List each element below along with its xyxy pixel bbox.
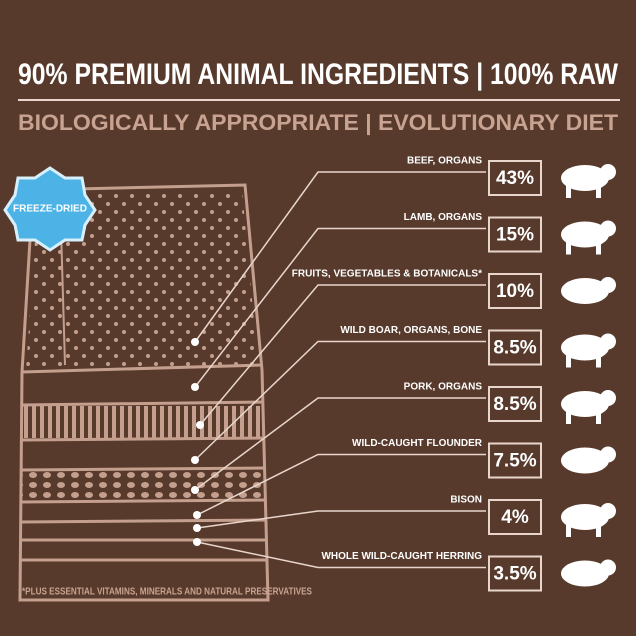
leader-dot [193, 538, 201, 546]
leader-dot [196, 421, 204, 429]
percent-value: 43% [496, 168, 534, 189]
percent-value: 3.5% [493, 564, 536, 585]
leader-dot [191, 338, 199, 346]
ingredient-label: LAMB, ORGANS [404, 212, 483, 223]
icon-body [561, 391, 609, 417]
icon-body [561, 334, 609, 361]
ingredient-row: WILD BOAR, ORGANS, BONE 8.5% [191, 325, 616, 464]
icon-head [600, 390, 616, 406]
icon-body [561, 504, 609, 530]
ingredient-row: BISON 4% [193, 495, 616, 537]
animal-icon [561, 446, 616, 474]
animal-icon [561, 390, 616, 424]
animal-icon [561, 503, 616, 537]
leader-line [194, 171, 486, 343]
leader-line [199, 284, 486, 426]
ingredient-label: PORK, ORGANS [404, 382, 483, 393]
icon-leg [596, 525, 601, 537]
percent-value: 10% [496, 281, 534, 302]
percent-value: 8.5% [493, 338, 536, 359]
ingredient-row: LAMB, ORGANS 15% [191, 212, 616, 391]
percent-box [488, 386, 542, 422]
icon-leg [596, 242, 601, 255]
ingredient-row: WILD-CAUGHT FLOUNDER 7.5% [193, 438, 616, 519]
icon-head [600, 220, 616, 237]
ingredient-label: WILD-CAUGHT FLOUNDER [352, 438, 483, 449]
icon-leg [566, 525, 571, 537]
ingredient-label: BEEF, ORGANS [407, 156, 482, 167]
footnote: *PLUS ESSENTIAL VITAMINS, MINERALS AND N… [22, 587, 312, 598]
leader-dot [191, 383, 199, 391]
leader-line [194, 397, 486, 491]
percent-box [488, 555, 542, 592]
title: 90% PREMIUM ANIMAL INGREDIENTS | 100% RA… [18, 58, 619, 91]
percent-value: 8.5% [493, 394, 536, 415]
ingredient-row: BEEF, ORGANS 43% [191, 156, 616, 346]
leader-line [196, 541, 486, 569]
animal-icon [561, 277, 616, 304]
percent-box [488, 329, 542, 366]
icon-head [600, 559, 616, 576]
icon-body [561, 278, 609, 304]
leader-line [196, 453, 486, 516]
icon-body [561, 221, 609, 248]
ingredient-label: BISON [450, 495, 482, 506]
ingredient-label: WHOLE WILD-CAUGHT HERRING [321, 551, 482, 562]
leader-dot [191, 456, 199, 464]
leader-line [196, 510, 486, 529]
leader-dot [193, 511, 201, 519]
leader-line [194, 227, 486, 388]
percent-box [488, 499, 542, 535]
animal-icon [561, 220, 616, 255]
leader-dot [193, 524, 201, 532]
icon-leg [596, 186, 601, 198]
icon-head [600, 277, 616, 293]
percent-value: 15% [496, 225, 534, 246]
animal-icon [561, 333, 616, 368]
icon-leg [596, 412, 601, 424]
percent-box [488, 160, 542, 196]
percent-box [488, 216, 542, 253]
ingredient-row: FRUITS, VEGETABLES & BOTANICALS* 10% [196, 269, 616, 429]
percent-value: 4% [501, 507, 529, 528]
icon-head [600, 503, 616, 519]
animal-icon [561, 164, 616, 198]
ingredient-label: FRUITS, VEGETABLES & BOTANICALS* [292, 269, 482, 280]
animal-icon [561, 559, 616, 587]
percent-box [488, 442, 542, 479]
leader-line [194, 340, 486, 461]
icon-body [561, 165, 609, 191]
icon-leg [566, 242, 571, 255]
subtitle: BIOLOGICALLY APPROPRIATE | EVOLUTIONARY … [18, 110, 619, 135]
ingredient-row: PORK, ORGANS 8.5% [191, 382, 616, 494]
icon-leg [566, 412, 571, 424]
ingredient-label: WILD BOAR, ORGANS, BONE [340, 325, 482, 336]
percent-value: 7.5% [493, 451, 536, 472]
icon-body [561, 560, 609, 587]
icon-head [600, 446, 616, 463]
ingredient-row: WHOLE WILD-CAUGHT HERRING 3.5% [193, 538, 616, 592]
icon-head [600, 164, 616, 180]
leader-dot [191, 486, 199, 494]
icon-leg [566, 186, 571, 198]
icon-body [561, 447, 609, 474]
percent-box [488, 273, 542, 309]
icon-leg [566, 355, 571, 368]
badge: FREEZE-DRIED [3, 166, 97, 252]
icon-leg [596, 355, 601, 368]
icon-head [600, 333, 616, 350]
badge-text: FREEZE-DRIED [13, 204, 87, 215]
